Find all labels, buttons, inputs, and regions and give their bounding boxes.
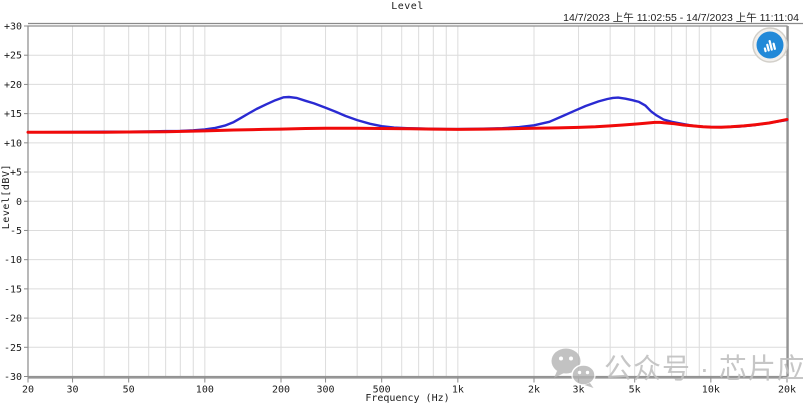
curve-response-blue — [26, 95, 789, 134]
brand-logo — [752, 27, 788, 63]
x-tick-label: 1k — [452, 385, 464, 396]
x-tick-label: 20 — [22, 385, 34, 396]
audio-analyzer-bars-logo — [752, 27, 788, 63]
x-tick-label: 30 — [67, 385, 79, 396]
y-tick-label: 0 — [16, 197, 22, 208]
x-tick-label: 3k — [573, 385, 585, 396]
y-tick-label: +15 — [4, 109, 22, 120]
y-tick-label: -30 — [4, 372, 22, 383]
x-tick-label: 500 — [373, 385, 391, 396]
y-tick-label: +30 — [4, 22, 22, 33]
y-tick-label: -10 — [4, 255, 22, 266]
chart-title: Level — [391, 1, 424, 12]
y-tick-label: +20 — [4, 80, 22, 91]
x-tick-label: 5k — [629, 385, 641, 396]
measurement-timestamp: 14/7/2023 上午 11:02:55 - 14/7/2023 上午 11:… — [563, 12, 799, 24]
y-tick-label: +25 — [4, 51, 22, 62]
x-tick-label: 2k — [528, 385, 540, 396]
y-tick-label: -5 — [10, 226, 22, 237]
x-tick-label: 300 — [317, 385, 335, 396]
x-tick-label: 10k — [702, 385, 720, 396]
x-tick-label: 200 — [272, 385, 290, 396]
y-tick-label: -20 — [4, 314, 22, 325]
y-axis-title: Level[dBV] — [1, 164, 12, 230]
x-tick-label: 100 — [196, 385, 214, 396]
x-tick-label: 50 — [123, 385, 135, 396]
x-axis-title: Frequency (Hz) — [365, 393, 450, 404]
curve-response-red — [26, 118, 789, 134]
y-tick-label: -25 — [4, 343, 22, 354]
x-tick-label: 20k — [778, 385, 796, 396]
y-tick-label: +10 — [4, 138, 22, 149]
y-tick-label: +5 — [10, 168, 22, 179]
y-tick-label: -15 — [4, 284, 22, 295]
